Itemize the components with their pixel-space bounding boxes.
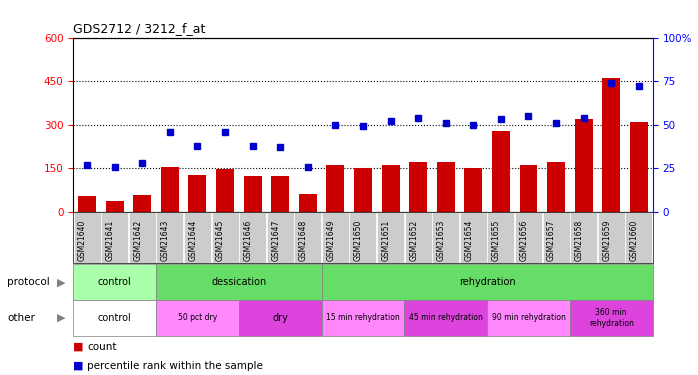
Text: dessication: dessication	[211, 277, 267, 287]
Text: GSM21652: GSM21652	[409, 219, 418, 261]
Bar	[382, 165, 399, 212]
Bar	[216, 169, 234, 212]
Text: GSM21648: GSM21648	[299, 219, 308, 261]
Text: GSM21660: GSM21660	[630, 219, 639, 261]
Text: GSM21645: GSM21645	[216, 219, 225, 261]
Text: control: control	[98, 277, 131, 287]
Text: GSM21643: GSM21643	[161, 219, 170, 261]
Text: ■: ■	[73, 361, 84, 370]
Bar	[602, 78, 621, 212]
Text: other: other	[7, 313, 35, 323]
Text: ■: ■	[73, 342, 84, 352]
Text: GSM21650: GSM21650	[354, 219, 363, 261]
Bar	[78, 196, 96, 212]
Text: GSM21644: GSM21644	[188, 219, 198, 261]
Text: percentile rank within the sample: percentile rank within the sample	[87, 361, 263, 370]
Bar	[409, 162, 427, 212]
Text: protocol: protocol	[7, 277, 50, 287]
Bar	[244, 176, 262, 212]
Bar	[105, 201, 124, 212]
Bar	[492, 131, 510, 212]
Bar	[464, 168, 482, 212]
Text: GSM21659: GSM21659	[602, 219, 611, 261]
Text: GSM21657: GSM21657	[547, 219, 556, 261]
Bar	[133, 195, 151, 212]
Text: GSM21646: GSM21646	[244, 219, 253, 261]
Text: 90 min rehydration: 90 min rehydration	[491, 314, 565, 322]
Bar	[519, 165, 537, 212]
Bar	[437, 162, 454, 212]
Text: GSM21640: GSM21640	[78, 219, 87, 261]
Bar	[272, 176, 289, 212]
Text: GSM21654: GSM21654	[464, 219, 473, 261]
Text: GSM21641: GSM21641	[105, 219, 114, 261]
Text: dry: dry	[272, 313, 288, 323]
Bar	[327, 165, 344, 212]
Text: ▶: ▶	[57, 313, 66, 323]
Text: GSM21642: GSM21642	[133, 219, 142, 261]
Text: 50 pct dry: 50 pct dry	[178, 314, 217, 322]
Text: 360 min
rehydration: 360 min rehydration	[589, 308, 634, 327]
Bar	[188, 175, 207, 212]
Text: GSM21651: GSM21651	[382, 219, 391, 261]
Bar	[354, 168, 372, 212]
Text: GSM21656: GSM21656	[519, 219, 528, 261]
Text: GSM21653: GSM21653	[437, 219, 446, 261]
Text: 45 min rehydration: 45 min rehydration	[409, 314, 482, 322]
Bar	[161, 167, 179, 212]
Text: GSM21649: GSM21649	[327, 219, 335, 261]
Bar	[547, 162, 565, 212]
Text: control: control	[98, 313, 131, 323]
Text: GDS2712 / 3212_f_at: GDS2712 / 3212_f_at	[73, 22, 206, 35]
Text: 15 min rehydration: 15 min rehydration	[326, 314, 400, 322]
Text: count: count	[87, 342, 117, 352]
Text: GSM21647: GSM21647	[272, 219, 280, 261]
Bar	[299, 194, 317, 212]
Bar	[574, 120, 593, 212]
Bar	[630, 122, 648, 212]
Text: GSM21658: GSM21658	[574, 219, 584, 261]
Text: GSM21655: GSM21655	[492, 219, 501, 261]
Text: rehydration: rehydration	[459, 277, 515, 287]
Text: ▶: ▶	[57, 277, 66, 287]
